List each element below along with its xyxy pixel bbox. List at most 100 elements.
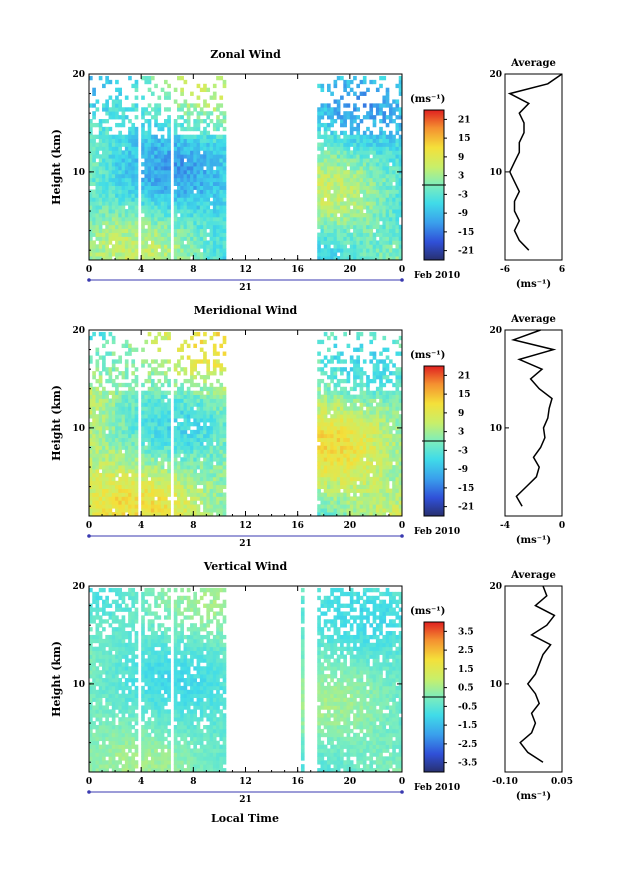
heatmap-cell (203, 244, 207, 249)
heatmap-cell (327, 386, 331, 392)
heatmap-cell (89, 437, 93, 442)
heatmap-cell (209, 181, 214, 186)
heatmap-cell (111, 150, 116, 155)
heatmap-cell (144, 142, 149, 147)
heatmap-cell (199, 390, 204, 396)
heatmap-cell (388, 398, 393, 403)
heatmap-cell (154, 146, 158, 151)
heatmap-cell (330, 449, 334, 454)
heatmap-cell (362, 441, 367, 446)
heatmap-cell (118, 508, 123, 513)
heatmap-cell (362, 138, 367, 143)
heatmap-cell (180, 240, 184, 245)
heatmap-cell (340, 213, 344, 218)
heatmap-cell (196, 512, 201, 517)
heatmap-cell (362, 469, 367, 474)
heatmap-cell (346, 150, 351, 155)
heatmap-cell (95, 390, 100, 396)
heatmap-cell (190, 197, 194, 202)
heatmap-cell (180, 146, 184, 151)
heatmap-cell (131, 201, 136, 206)
y-axis-label: Height (km) (50, 129, 63, 205)
heatmap-cell (219, 122, 224, 128)
heatmap-cell (118, 240, 123, 245)
heatmap-cell (366, 390, 370, 396)
heatmap-cell (98, 244, 103, 249)
heatmap-cell (193, 107, 197, 112)
heatmap-cell (128, 193, 132, 198)
heatmap-cell (163, 500, 168, 505)
heatmap-cell (108, 181, 113, 186)
heatmap-cell (222, 496, 227, 501)
heatmap-cell (323, 248, 328, 253)
heatmap-cell (356, 382, 361, 388)
heatmap-cell (353, 220, 357, 226)
heatmap-cell (95, 122, 100, 128)
heatmap-cell (320, 107, 325, 112)
heatmap-cell (382, 185, 387, 190)
heatmap-cell (157, 445, 162, 450)
heatmap-cell (196, 197, 201, 202)
heatmap-cell (366, 146, 370, 151)
heatmap-cell (128, 382, 132, 388)
heatmap-cell (222, 126, 227, 132)
heatmap-cell (212, 386, 217, 392)
heatmap-cell (375, 480, 380, 486)
heatmap-cell (206, 158, 211, 163)
heatmap-cell (115, 232, 119, 237)
heatmap-cell (369, 359, 374, 364)
heatmap-cell (157, 142, 162, 147)
heatmap-cell (144, 252, 149, 257)
heatmap-cell (219, 371, 224, 376)
heatmap-cell (147, 111, 152, 116)
heatmap-cell (216, 441, 220, 446)
heatmap-cell (186, 472, 191, 478)
heatmap-cell (317, 177, 321, 183)
heatmap-cell (343, 488, 347, 493)
heatmap-cell (330, 146, 334, 151)
heatmap-cell (330, 394, 334, 399)
heatmap-cell (349, 209, 354, 214)
heatmap-cell (349, 508, 354, 513)
heatmap-cell (150, 158, 155, 163)
heatmap-cell (177, 500, 181, 505)
heatmap-cell (388, 236, 393, 241)
heatmap-cell (173, 232, 178, 237)
heatmap-cell (199, 240, 204, 245)
heatmap-cell (206, 154, 211, 159)
heatmap-cell (372, 476, 377, 482)
heatmap-cell (190, 232, 194, 237)
heatmap-cell (167, 441, 171, 446)
heatmap-cell (375, 453, 380, 458)
heatmap-cell (144, 480, 149, 486)
heatmap-cell (375, 410, 380, 415)
heatmap-cell (222, 248, 227, 253)
heatmap-cell (128, 177, 132, 183)
heatmap-cell (141, 130, 145, 136)
heatmap-cell (95, 189, 100, 194)
heatmap-cell (89, 173, 93, 179)
heatmap-cell (366, 142, 370, 147)
heatmap-cell (196, 201, 201, 206)
heatmap-cell (163, 437, 168, 442)
heatmap-cell (206, 232, 211, 237)
heatmap-cell (111, 232, 116, 237)
heatmap-cell (134, 378, 139, 384)
heatmap-cell (131, 166, 136, 171)
heatmap-cell (375, 449, 380, 454)
heatmap-cell (173, 402, 178, 407)
heatmap-cell (323, 394, 328, 399)
heatmap-cell (317, 193, 321, 198)
heatmap-cell (323, 216, 328, 222)
heatmap-cell (222, 484, 227, 489)
heatmap-cell (183, 79, 188, 85)
heatmap-cell (124, 201, 129, 206)
heatmap-cell (349, 130, 354, 136)
heatmap-cell (336, 488, 341, 493)
heatmap-cell (323, 445, 328, 450)
heatmap-cell (102, 252, 106, 257)
heatmap-cell (98, 445, 103, 450)
heatmap-cell (398, 371, 403, 376)
heatmap-cell (385, 367, 390, 372)
heatmap-cell (209, 371, 214, 376)
